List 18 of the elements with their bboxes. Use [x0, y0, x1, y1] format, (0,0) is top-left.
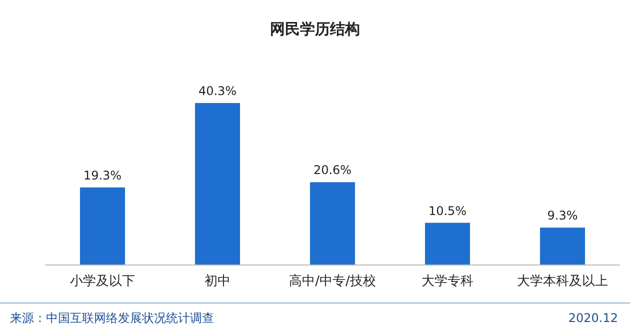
x-tick-label: 大学本科及以上 — [517, 274, 608, 289]
bar — [195, 103, 240, 265]
data-label: 40.3% — [198, 84, 237, 98]
bar — [425, 222, 470, 265]
x-tick-label: 高中/中专/技校 — [289, 273, 376, 289]
data-label: 9.3% — [547, 208, 578, 223]
x-tick-label: 大学专科 — [422, 274, 474, 289]
text: 2020.12 — [568, 311, 618, 325]
data-label: 10.5% — [428, 204, 467, 218]
x-tick-label: 小学及以下 — [70, 274, 135, 289]
data-label: 19.3% — [83, 168, 122, 182]
chart-title: 网民学历结构 — [270, 20, 360, 38]
bar — [80, 187, 125, 265]
bar — [310, 182, 355, 265]
x-tick-label: 初中 — [204, 274, 230, 289]
source-note: 来源：中国互联网络发展状况统计调查 — [10, 311, 214, 325]
bar — [540, 228, 585, 265]
data-label: 20.6% — [313, 163, 352, 178]
